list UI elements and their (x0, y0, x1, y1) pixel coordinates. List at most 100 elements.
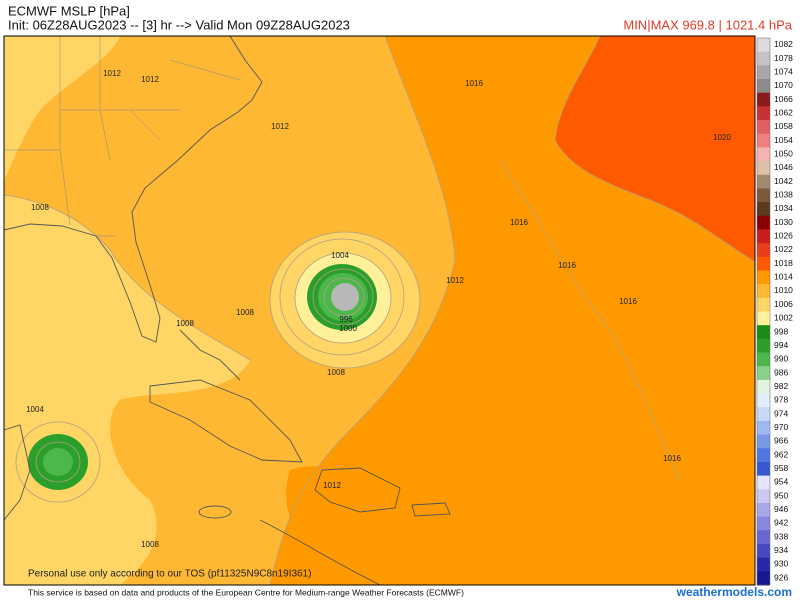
colorbar-label: 962 (774, 449, 788, 459)
storm-eye (331, 283, 359, 311)
colorbar-swatch (757, 557, 770, 572)
jamaica (198, 505, 232, 519)
contour-labels: 1012 1012 1012 1016 1020 1008 1004 1016 1016 1012… (26, 69, 731, 549)
colorbar-swatch (757, 502, 770, 518)
isobar (312, 268, 374, 326)
colorbar-label: 970 (774, 422, 788, 432)
colorbar-swatch (757, 366, 770, 381)
colorbar-swatch (757, 311, 770, 326)
colorbar-label: 1066 (774, 94, 793, 104)
contour-label: 996 (339, 315, 353, 324)
colorbar-swatch (757, 270, 770, 285)
colorbar-swatch (757, 65, 770, 80)
contour-label: 1004 (331, 251, 349, 260)
isobar (269, 231, 421, 369)
contour-label: 1004 (26, 405, 44, 414)
s-america (259, 519, 381, 586)
colorbar-swatch (757, 530, 770, 545)
colorbar-swatch (757, 106, 770, 121)
contour-label: 1016 (619, 297, 637, 306)
colorbar-label: 930 (774, 559, 788, 569)
colorbar-label: 1034 (774, 203, 793, 213)
colorbar-label: 974 (774, 408, 788, 418)
contour-label: 1016 (465, 79, 483, 88)
colorbar-label: 946 (774, 504, 788, 514)
field-1014-hisp (286, 466, 386, 560)
colorbar-label: 1006 (774, 299, 793, 309)
colorbar-swatch (757, 92, 770, 107)
colorbar-swatch (757, 420, 770, 436)
isobar (35, 441, 81, 483)
contour-label: 1020 (713, 133, 731, 142)
title: ECMWF MSLP [hPa] (8, 3, 130, 18)
isobar (499, 159, 681, 481)
colorbar-label: 1074 (774, 66, 793, 76)
colorbar-swatch (757, 51, 770, 66)
colorbar-swatch (757, 215, 770, 230)
colorbar-label: 1002 (774, 313, 793, 323)
site: weathermodels.com (676, 585, 792, 599)
colorbar: 1082 1078 1074 1070 1066 1062 1058 1054 1050 1046… (756, 37, 793, 586)
colorbar-label: 934 (774, 545, 788, 555)
colorbar-swatch (757, 325, 770, 340)
isobar (554, 35, 756, 263)
colorbar-swatch (757, 133, 770, 148)
map-frame (3, 35, 756, 586)
colorbar-swatch (757, 202, 770, 217)
colorbar-label: 958 (774, 463, 788, 473)
colorbar-swatch (757, 475, 770, 490)
watermark: Personal use only according to our TOS (… (28, 569, 312, 580)
colorbar-swatch (757, 147, 770, 162)
colorbar-swatch (757, 256, 770, 271)
contour-label: 1016 (510, 218, 528, 227)
contour-label: 1000 (339, 324, 357, 333)
colorbar-swatch (757, 188, 770, 203)
colorbar-swatch (757, 229, 770, 244)
colorbar-label: 966 (774, 436, 788, 446)
colorbar-swatch (757, 407, 770, 422)
colorbar-swatch (757, 379, 770, 395)
colorbar-label: 1070 (774, 80, 793, 90)
isobar (3, 194, 251, 361)
colorbar-swatch (757, 38, 770, 53)
colorbar-swatch (757, 243, 770, 258)
init-line: Init: 06Z28AUG2023 -- [3] hr --> Valid M… (8, 17, 350, 32)
colorbar-label: 978 (774, 395, 788, 405)
contour-label: 1008 (31, 203, 49, 212)
colorbar-frame (756, 37, 771, 586)
colorbar-swatch (757, 393, 770, 408)
isobar (294, 252, 392, 344)
colorbar-label: 1038 (774, 190, 793, 200)
field-1006-nw (4, 36, 120, 180)
colorbar-swatch (757, 284, 770, 299)
contour-label: 1016 (558, 261, 576, 270)
colorbar-label: 1078 (774, 53, 793, 63)
contour-label: 1008 (141, 540, 159, 549)
colorbar-label: 1050 (774, 148, 793, 158)
colorbar-label: 1046 (774, 162, 793, 172)
us-coast (3, 35, 263, 343)
colorbar-swatch (757, 297, 770, 312)
colorbar-label: 1022 (774, 244, 793, 254)
colorbar-swatch (757, 79, 770, 94)
colorbar-swatch (757, 543, 770, 559)
colorbar-label: 990 (774, 354, 788, 364)
colorbar-label: 994 (774, 340, 788, 350)
colorbar-swatch (757, 434, 770, 449)
isobar (15, 421, 101, 503)
colorbar-label: 950 (774, 490, 788, 500)
contour-label: 1012 (103, 69, 121, 78)
contour-label: 1008 (327, 368, 345, 377)
colorbar-label: 1026 (774, 231, 793, 241)
colorbar-label: 926 (774, 572, 788, 582)
map: 1012 1012 1012 1016 1020 1008 1004 1016 1016 1012… (3, 35, 756, 586)
isobar (269, 35, 456, 586)
contour-label: 1012 (446, 276, 464, 285)
colorbar-label: 954 (774, 477, 788, 487)
colorbar-label: 1030 (774, 217, 793, 227)
colorbar-swatch (757, 338, 770, 354)
colorbar-label: 1014 (774, 272, 793, 282)
colorbar-swatch (757, 161, 770, 176)
